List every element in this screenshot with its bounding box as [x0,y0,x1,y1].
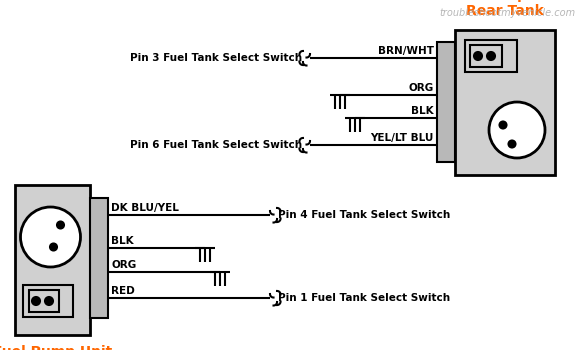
Text: Pin 3 Fuel Tank Select Switch: Pin 3 Fuel Tank Select Switch [130,53,302,63]
Text: DK BLU/YEL: DK BLU/YEL [111,203,179,213]
Bar [465,40,517,72]
Text: Pin 4 Fuel Tank Select Switch: Pin 4 Fuel Tank Select Switch [278,210,450,220]
Circle shape [487,52,495,60]
Circle shape [45,297,53,305]
Text: Pin 6 Fuel Tank Select Switch: Pin 6 Fuel Tank Select Switch [130,140,302,150]
Bar [23,285,73,317]
Text: troubleshootmyvehicle.com: troubleshootmyvehicle.com [439,8,575,18]
Text: Fuel Pump Unit
Front Tank: Fuel Pump Unit Front Tank [0,345,112,350]
Circle shape [20,207,81,267]
Text: ORG: ORG [111,260,136,270]
Circle shape [489,102,545,158]
Text: ORG: ORG [409,83,434,93]
Text: BLK: BLK [411,106,434,116]
Text: BRN/WHT: BRN/WHT [378,46,434,56]
Circle shape [32,297,40,305]
Circle shape [499,121,506,128]
Circle shape [57,222,64,229]
Bar [90,198,108,318]
Text: BLK: BLK [111,236,133,246]
Bar [29,290,59,312]
Text: YEL/LT BLU: YEL/LT BLU [371,133,434,143]
Bar [437,42,455,162]
Text: RED: RED [111,286,135,296]
Circle shape [50,244,57,251]
Circle shape [509,140,516,147]
Bar [470,45,502,67]
Bar [15,185,90,335]
Text: Fuel Pump Unit
Rear Tank: Fuel Pump Unit Rear Tank [445,0,564,18]
Bar [455,30,555,175]
Circle shape [474,52,482,60]
Text: Pin 1 Fuel Tank Select Switch: Pin 1 Fuel Tank Select Switch [278,293,450,303]
